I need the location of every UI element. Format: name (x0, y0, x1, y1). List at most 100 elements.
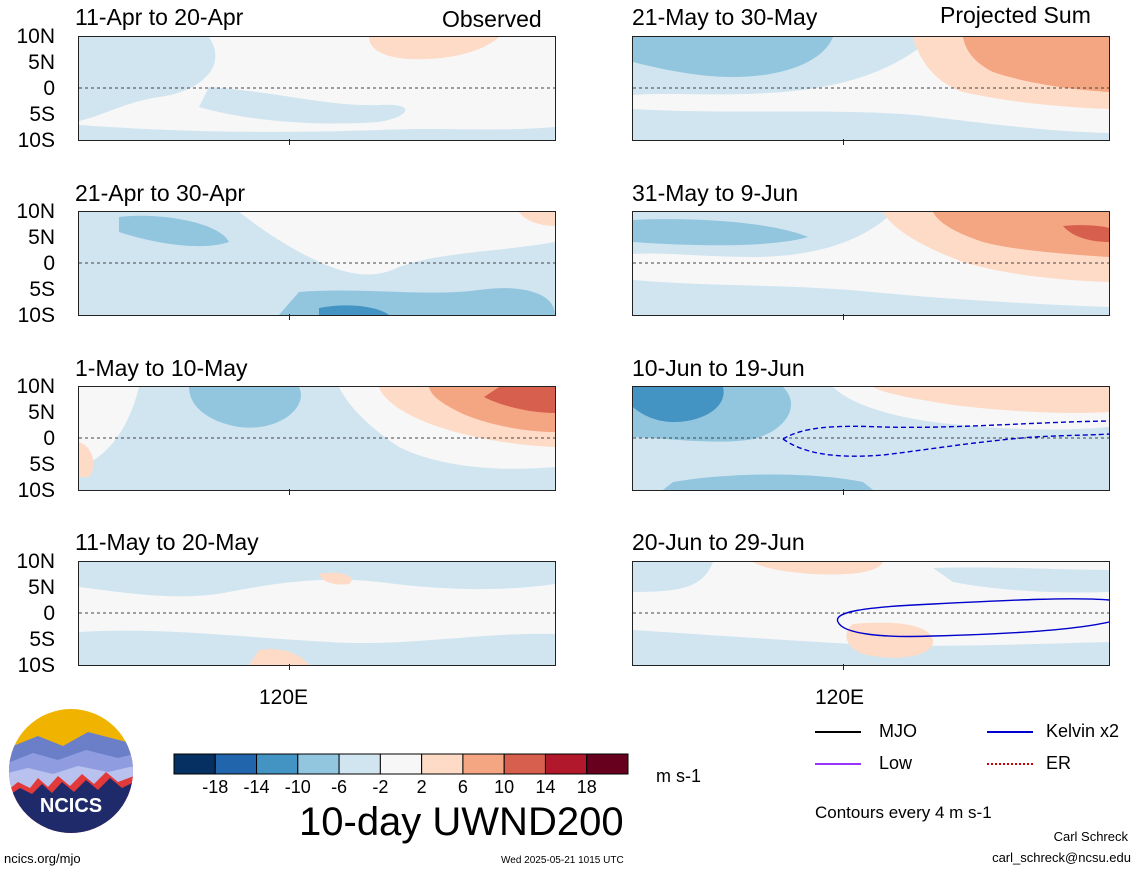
lat-label-10n: 10N (16, 200, 55, 223)
panel-title-right-4: 20-Jun to 29-Jun (632, 529, 805, 555)
map-panel-left-3 (78, 386, 556, 491)
observed-header: Observed (442, 6, 542, 32)
lat-label-10n: 10N (16, 375, 55, 398)
legend-line-kelvin (987, 731, 1033, 733)
lat-label-5s: 5S (29, 628, 55, 651)
colorbar-bin (256, 753, 299, 775)
field-pos-weak (873, 387, 1109, 414)
lat-label-5s: 5S (29, 103, 55, 126)
legend-label-low: Low (879, 753, 913, 773)
chart-title: 10-day UWND200 (299, 800, 624, 844)
ncics-logo-text: NCICS (40, 795, 102, 817)
lat-label-10n: 10N (16, 550, 55, 573)
field-neg-weak (79, 630, 555, 665)
panel-title-left-3: 1-May to 10-May (75, 355, 248, 381)
field-neg-weak (199, 87, 406, 124)
panel-title-left-1: 11-Apr to 20-Apr (75, 4, 244, 30)
contour-note: Contours every 4 m s-1 (815, 803, 992, 822)
field-neg-mod (633, 37, 833, 77)
kelvin-contour (782, 433, 1109, 457)
field-neg-mod (663, 474, 873, 490)
lat-label-5n: 5N (28, 226, 55, 249)
panel-title-left-2: 21-Apr to 30-Apr (75, 180, 246, 206)
colorbar-tick-label: 6 (457, 777, 468, 797)
lat-label-10s: 10S (17, 129, 55, 152)
field-neg-strong (319, 305, 389, 315)
legend-label-mjo: MJO (879, 721, 917, 741)
footer-email[interactable]: carl_schreck@ncsu.edu (992, 850, 1131, 865)
field-neg-mod (633, 219, 808, 246)
map-panel-right-1 (632, 36, 1110, 141)
field-pos-weak (519, 212, 555, 226)
field-pos-weak (319, 572, 352, 585)
legend-line-mjo (815, 731, 861, 733)
field-neutral (79, 387, 139, 467)
field-neg-mod (189, 387, 301, 428)
units-label: m s-1 (656, 766, 701, 786)
field-neg-weak (633, 109, 1109, 140)
lat-label-10n: 10N (16, 25, 55, 48)
lon-tick (843, 664, 844, 670)
colorbar-bin (338, 753, 381, 775)
field-pos-weak (846, 622, 933, 658)
colorbar-tick-label: -2 (372, 777, 389, 797)
colorbar-bin (503, 753, 546, 775)
field-pos-weak (369, 37, 499, 60)
footer-url[interactable]: ncics.org/mjo (4, 851, 81, 866)
map-panel-right-2 (632, 211, 1110, 316)
lon-tick (289, 314, 290, 320)
field-pos-mod (963, 37, 1109, 92)
lon-tick (289, 664, 290, 670)
colorbar-tick-label: -18 (202, 777, 229, 797)
field-neg-weak (933, 567, 1109, 593)
map-panel-left-2 (78, 211, 556, 316)
legend-label-er: ER (1046, 753, 1072, 773)
colorbar-tick-label: 10 (494, 777, 515, 797)
colorbar-tick-label: -10 (284, 777, 311, 797)
field-neg-mod (119, 215, 229, 247)
lon-tick (289, 139, 290, 145)
lat-label-10s: 10S (17, 304, 55, 327)
lon-label-left: 120E (259, 686, 309, 709)
lat-label-10s: 10S (17, 654, 55, 677)
lon-tick (289, 489, 290, 495)
legend-label-kelvin: Kelvin x2 (1046, 721, 1120, 741)
kelvin-contour (836, 598, 1109, 623)
colorbar-bin (173, 753, 216, 775)
colorbar-bin (297, 753, 340, 775)
colorbar-tick-label: 2 (416, 777, 427, 797)
field-pos-strong (1063, 225, 1109, 242)
lat-label-5s: 5S (29, 453, 55, 476)
legend-line-er (987, 763, 1033, 765)
lat-label-5n: 5N (28, 576, 55, 599)
field-neg-weak (79, 562, 555, 597)
footer-author: Carl Schreck (1053, 829, 1128, 844)
kelvin-contour (837, 621, 1109, 638)
field-pos-mod (933, 212, 1109, 257)
field-neg-weak (633, 280, 1109, 315)
panel-title-right-1: 21-May to 30-May (632, 4, 818, 30)
lat-label-5n: 5N (28, 51, 55, 74)
colorbar-bin (544, 753, 588, 775)
field-pos-weak (753, 562, 883, 575)
colorbar-tick-label: -6 (331, 777, 348, 797)
kelvin-contour (782, 420, 1109, 440)
map-panel-left-4 (78, 561, 556, 666)
lon-tick (843, 489, 844, 495)
lon-tick (843, 139, 844, 145)
lat-label-5s: 5S (29, 278, 55, 301)
field-neg-weak (79, 37, 216, 121)
colorbar-tick-label: 18 (576, 777, 597, 797)
colorbar-tick-label: -14 (243, 777, 270, 797)
lat-label-5n: 5N (28, 401, 55, 424)
colorbar-bin (586, 753, 629, 775)
panel-title-right-3: 10-Jun to 19-Jun (632, 355, 805, 381)
lat-label-eq: 0 (43, 252, 55, 275)
field-pos-weak (249, 649, 309, 665)
map-panel-right-4 (632, 561, 1110, 666)
map-panel-left-1 (78, 36, 556, 141)
colorbar-bin (379, 753, 423, 775)
colorbar-bin (462, 753, 505, 775)
lat-label-eq: 0 (43, 602, 55, 625)
panel-title-left-4: 11-May to 20-May (75, 529, 259, 555)
